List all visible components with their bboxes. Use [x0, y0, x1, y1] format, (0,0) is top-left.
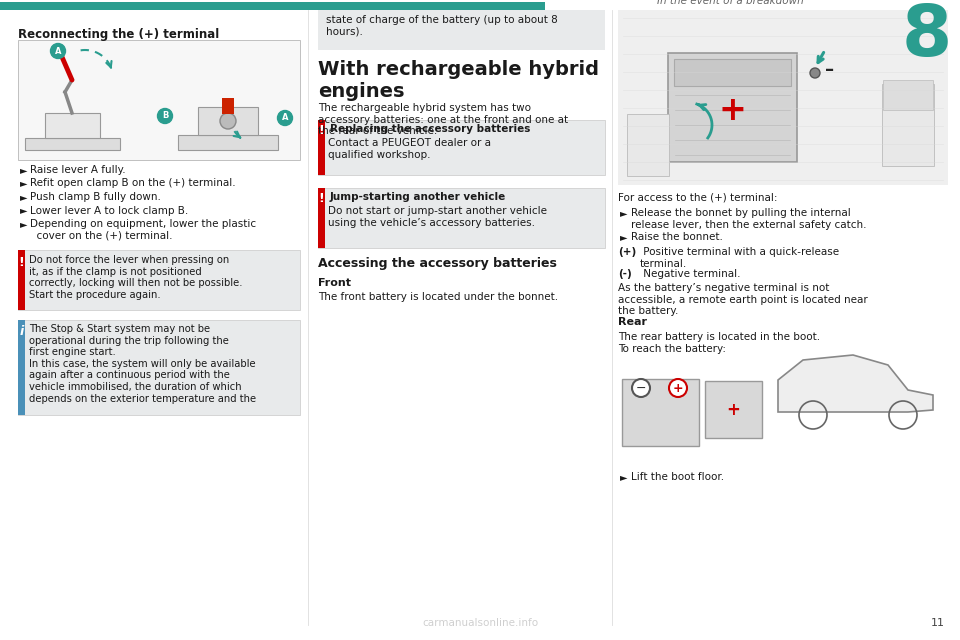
Text: !: !: [319, 192, 324, 205]
FancyBboxPatch shape: [178, 135, 278, 150]
FancyBboxPatch shape: [882, 84, 934, 166]
FancyBboxPatch shape: [0, 2, 545, 10]
FancyBboxPatch shape: [627, 114, 669, 176]
Text: ►: ►: [20, 219, 28, 229]
Circle shape: [51, 44, 65, 58]
Text: Lift the boot floor.: Lift the boot floor.: [631, 472, 724, 482]
FancyBboxPatch shape: [622, 379, 699, 446]
FancyBboxPatch shape: [318, 188, 325, 248]
Text: Refit open clamp B on the (+) terminal.: Refit open clamp B on the (+) terminal.: [30, 179, 235, 189]
FancyBboxPatch shape: [318, 10, 605, 50]
Text: The rear battery is located in the boot.
To reach the battery:: The rear battery is located in the boot.…: [618, 332, 820, 353]
Text: i: i: [19, 325, 24, 338]
Text: In the event of a breakdown: In the event of a breakdown: [657, 0, 804, 6]
Text: Lower lever A to lock clamp B.: Lower lever A to lock clamp B.: [30, 205, 188, 216]
Circle shape: [277, 111, 293, 125]
FancyBboxPatch shape: [668, 53, 797, 162]
FancyBboxPatch shape: [18, 320, 25, 415]
Text: ►: ►: [20, 179, 28, 189]
FancyBboxPatch shape: [222, 98, 234, 114]
Text: Raise the bonnet.: Raise the bonnet.: [631, 232, 723, 242]
Text: Depending on equipment, lower the plastic
  cover on the (+) terminal.: Depending on equipment, lower the plasti…: [30, 219, 256, 241]
FancyBboxPatch shape: [705, 381, 762, 438]
FancyBboxPatch shape: [18, 250, 300, 310]
FancyBboxPatch shape: [25, 138, 120, 150]
Text: Do not force the lever when pressing on
it, as if the clamp is not positioned
co: Do not force the lever when pressing on …: [29, 255, 243, 300]
Circle shape: [669, 379, 687, 397]
Text: For access to the (+) terminal:: For access to the (+) terminal:: [618, 193, 778, 203]
Text: ►: ►: [20, 192, 28, 202]
Text: Release the bonnet by pulling the internal
release lever, then the external safe: Release the bonnet by pulling the intern…: [631, 208, 867, 230]
Text: +: +: [673, 381, 684, 394]
Text: ►: ►: [620, 208, 628, 218]
Circle shape: [810, 68, 820, 78]
Text: Accessing the accessory batteries: Accessing the accessory batteries: [318, 257, 557, 270]
Text: Rear: Rear: [618, 317, 647, 327]
Text: With rechargeable hybrid
engines: With rechargeable hybrid engines: [318, 60, 599, 101]
Text: Do not start or jump-start another vehicle
using the vehicle’s accessory batteri: Do not start or jump-start another vehic…: [328, 206, 547, 228]
Text: +: +: [718, 93, 746, 127]
FancyBboxPatch shape: [18, 250, 25, 310]
Text: B: B: [162, 111, 168, 120]
Text: Positive terminal with a quick-release
terminal.: Positive terminal with a quick-release t…: [640, 247, 839, 269]
Text: 8: 8: [901, 2, 952, 71]
Text: Reconnecting the (+) terminal: Reconnecting the (+) terminal: [18, 28, 219, 41]
Text: Replacing the accessory batteries: Replacing the accessory batteries: [330, 124, 530, 134]
FancyBboxPatch shape: [45, 113, 100, 138]
Text: !: !: [18, 256, 24, 269]
FancyBboxPatch shape: [198, 107, 258, 135]
FancyBboxPatch shape: [618, 10, 948, 185]
Text: state of charge of the battery (up to about 8
hours).: state of charge of the battery (up to ab…: [326, 15, 558, 36]
Text: As the battery’s negative terminal is not
accessible, a remote earth point is lo: As the battery’s negative terminal is no…: [618, 283, 868, 316]
Circle shape: [220, 113, 236, 129]
FancyBboxPatch shape: [18, 320, 300, 415]
FancyBboxPatch shape: [318, 120, 325, 175]
Text: A: A: [55, 47, 61, 56]
FancyBboxPatch shape: [318, 188, 605, 248]
FancyBboxPatch shape: [883, 80, 933, 110]
Text: (-): (-): [618, 269, 632, 279]
Text: Push clamp B fully down.: Push clamp B fully down.: [30, 192, 161, 202]
Text: −: −: [636, 381, 646, 394]
Text: The front battery is located under the bonnet.: The front battery is located under the b…: [318, 292, 558, 302]
FancyBboxPatch shape: [318, 120, 605, 175]
Text: (+): (+): [618, 247, 636, 257]
Text: ►: ►: [20, 205, 28, 216]
Text: A: A: [281, 113, 288, 122]
Text: Negative terminal.: Negative terminal.: [640, 269, 740, 279]
Text: The rechargeable hybrid system has two
accessory batteries: one at the front and: The rechargeable hybrid system has two a…: [318, 103, 568, 136]
Text: +: +: [726, 401, 740, 419]
FancyBboxPatch shape: [674, 59, 791, 86]
Text: !: !: [319, 124, 324, 137]
Text: –: –: [826, 61, 834, 79]
Text: ►: ►: [20, 165, 28, 175]
Polygon shape: [778, 355, 933, 412]
Text: Contact a PEUGEOT dealer or a
qualified workshop.: Contact a PEUGEOT dealer or a qualified …: [328, 138, 491, 159]
Circle shape: [157, 109, 173, 124]
Text: Jump-starting another vehicle: Jump-starting another vehicle: [330, 192, 506, 202]
Text: Front: Front: [318, 278, 351, 288]
Text: The Stop & Start system may not be
operational during the trip following the
fir: The Stop & Start system may not be opera…: [29, 324, 256, 404]
Circle shape: [632, 379, 650, 397]
Text: Raise lever A fully.: Raise lever A fully.: [30, 165, 126, 175]
Text: ►: ►: [620, 232, 628, 242]
Text: ►: ►: [620, 472, 628, 482]
Text: 11: 11: [931, 618, 945, 628]
FancyBboxPatch shape: [18, 40, 300, 160]
Text: carmanualsonline.info: carmanualsonline.info: [422, 618, 538, 628]
